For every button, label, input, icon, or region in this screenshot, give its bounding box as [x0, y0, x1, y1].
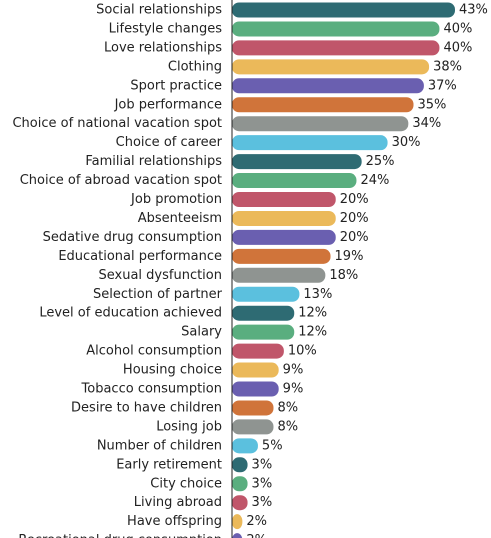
- category-label: Educational performance: [58, 249, 222, 264]
- value-label: 38%: [433, 59, 462, 74]
- value-label: 18%: [329, 268, 358, 283]
- value-label: 2%: [246, 533, 267, 538]
- bar: [232, 362, 279, 378]
- value-label: 12%: [298, 325, 327, 340]
- category-label: Absenteeism: [138, 211, 222, 226]
- category-label: Sport practice: [130, 78, 222, 93]
- category-label: Number of children: [97, 438, 222, 453]
- value-label: 9%: [283, 363, 304, 378]
- bar: [232, 116, 409, 132]
- bar: [232, 495, 248, 511]
- value-label: 20%: [340, 211, 369, 226]
- category-label: Clothing: [168, 59, 222, 74]
- bar: [232, 229, 336, 245]
- category-label: Job performance: [114, 97, 222, 112]
- bar: [232, 286, 300, 302]
- bar: [232, 457, 248, 473]
- category-label: Recreational drug consumption: [18, 533, 222, 538]
- category-label: City choice: [150, 476, 222, 491]
- value-label: 3%: [252, 457, 273, 472]
- value-label: 3%: [252, 495, 273, 510]
- category-label: Love relationships: [104, 40, 222, 55]
- value-label: 24%: [360, 173, 389, 188]
- bar: [232, 154, 362, 170]
- category-label: Losing job: [156, 419, 222, 434]
- bar: [232, 381, 279, 397]
- value-label: 37%: [428, 78, 457, 93]
- category-label: Desire to have children: [71, 400, 222, 415]
- value-label: 8%: [277, 400, 298, 415]
- bar: [232, 2, 455, 18]
- value-label: 13%: [303, 287, 332, 302]
- bar: [232, 192, 336, 207]
- category-label: Housing choice: [123, 363, 222, 378]
- value-label: 12%: [298, 306, 327, 321]
- category-label: Have offspring: [127, 514, 222, 529]
- value-label: 40%: [443, 40, 472, 55]
- value-label: 19%: [335, 249, 364, 264]
- category-label: Selection of partner: [93, 287, 223, 302]
- value-label: 20%: [340, 192, 369, 207]
- bar: [232, 514, 243, 530]
- value-label: 40%: [443, 21, 472, 36]
- value-label: 8%: [277, 419, 298, 434]
- bar: [232, 248, 331, 264]
- value-label: 10%: [288, 344, 317, 359]
- bar: [232, 267, 326, 283]
- bar: [232, 305, 295, 321]
- category-label: Choice of abroad vacation spot: [20, 173, 222, 188]
- value-label: 30%: [392, 135, 421, 150]
- category-label: Early retirement: [116, 457, 222, 472]
- bar: [232, 97, 414, 113]
- bar: [232, 419, 274, 435]
- category-label: Familial relationships: [85, 154, 222, 169]
- value-label: 43%: [459, 3, 488, 18]
- value-label: 3%: [252, 476, 273, 491]
- category-label: Tobacco consumption: [81, 382, 222, 397]
- bar: [232, 400, 274, 416]
- category-label: Choice of national vacation spot: [12, 116, 222, 131]
- value-label: 9%: [283, 382, 304, 397]
- bar: [232, 21, 440, 37]
- category-label: Level of education achieved: [39, 306, 222, 321]
- category-label: Alcohol consumption: [86, 344, 222, 359]
- bar: [232, 78, 424, 94]
- value-label: 20%: [340, 230, 369, 245]
- value-label: 2%: [246, 514, 267, 529]
- bar: [232, 173, 357, 189]
- bar: [232, 210, 336, 226]
- value-label: 34%: [412, 116, 441, 131]
- bar: [232, 438, 258, 454]
- bar: [232, 533, 243, 538]
- category-label: Job promotion: [130, 192, 222, 207]
- bar: [232, 476, 248, 492]
- bar: [232, 59, 430, 75]
- category-label: Choice of career: [116, 135, 223, 150]
- value-label: 5%: [262, 438, 283, 453]
- bar: [232, 324, 295, 340]
- category-label: Sedative drug consumption: [43, 230, 222, 245]
- bar: [232, 135, 388, 151]
- bar: [232, 40, 440, 56]
- value-label: 35%: [418, 97, 447, 112]
- category-label: Living abroad: [134, 495, 222, 510]
- category-label: Salary: [181, 325, 222, 340]
- category-label: Social relationships: [96, 3, 222, 18]
- category-label: Lifestyle changes: [109, 21, 223, 36]
- category-label: Sexual dysfunction: [99, 268, 223, 283]
- bar: [232, 343, 284, 359]
- value-label: 25%: [366, 154, 395, 169]
